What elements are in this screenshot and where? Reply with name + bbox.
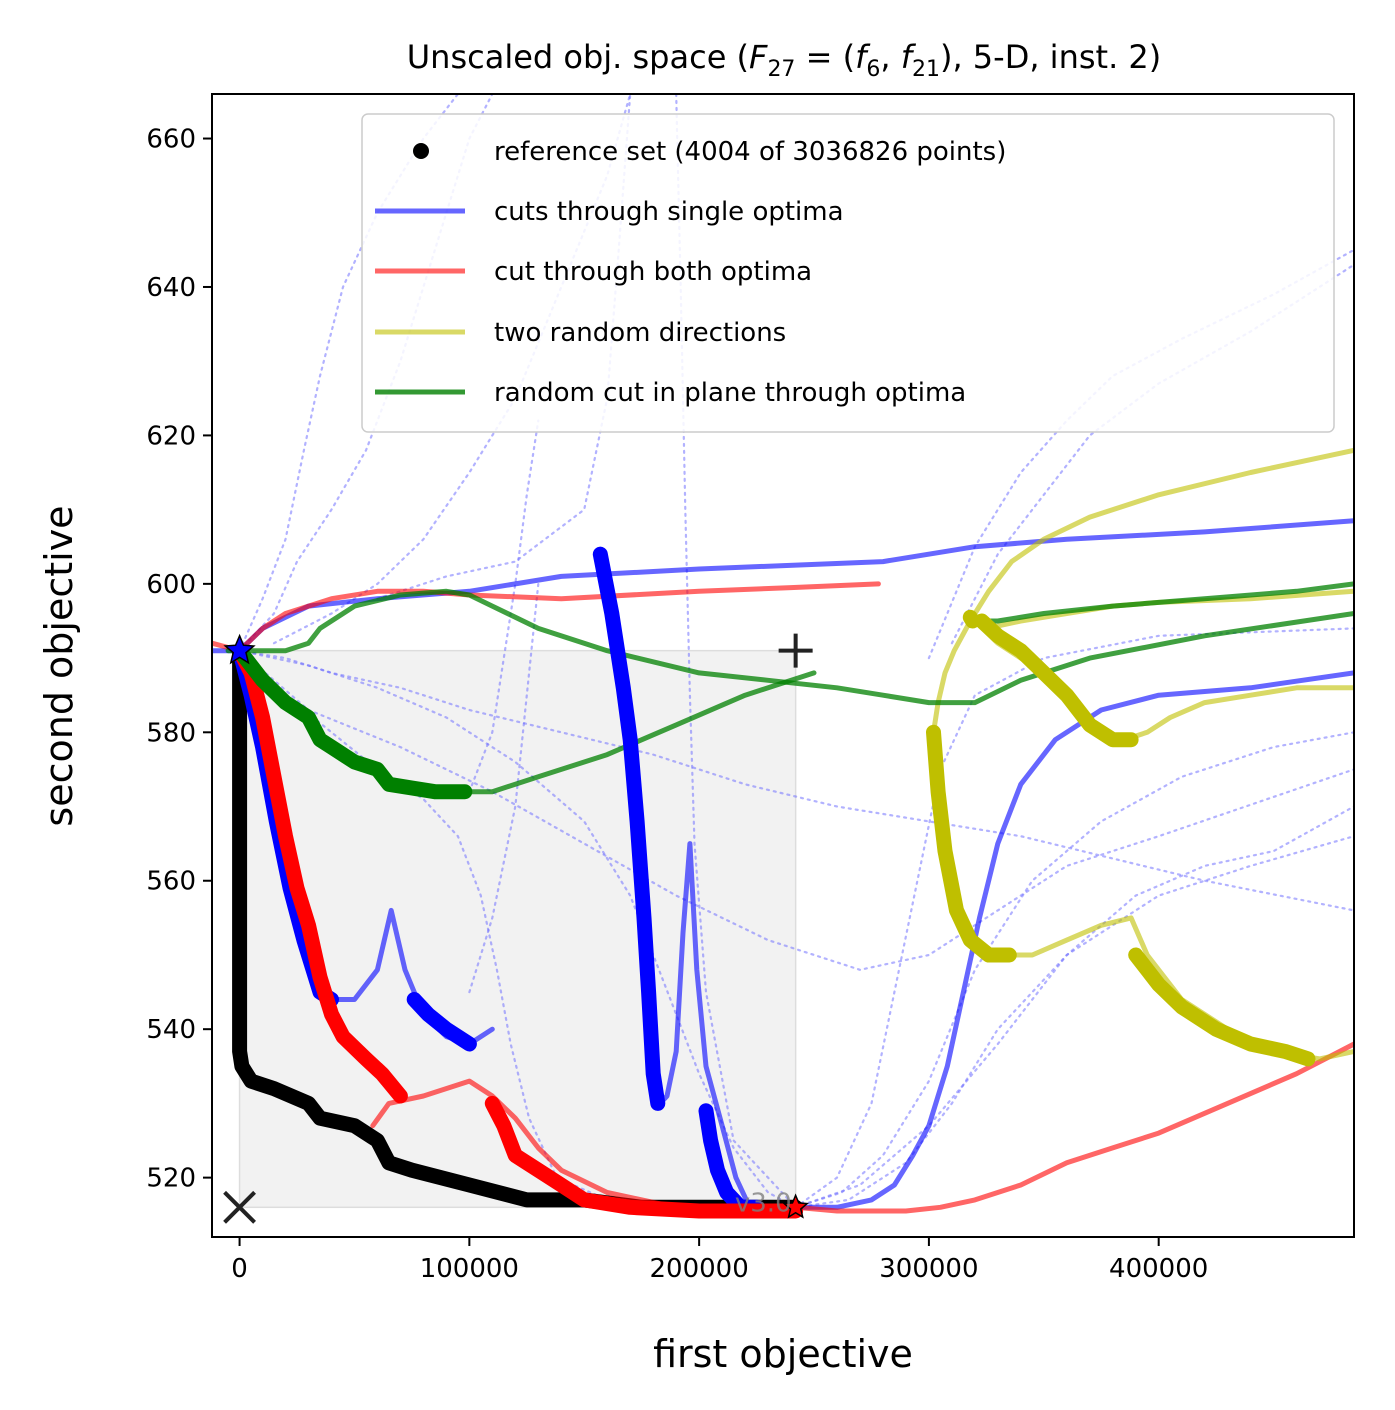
series-random-bold-22 [974, 613, 1139, 748]
y-axis-label: second objective [37, 505, 81, 826]
optimum-2-star [782, 1193, 809, 1219]
y-axis: 520 540 560 580 600 620 640 660 [146, 125, 212, 1194]
series-both-bold-20 [484, 1095, 804, 1219]
optimum-1-star [223, 633, 256, 665]
y-tick-label-1: 540 [146, 1015, 196, 1045]
dotted-cut-8 [794, 627, 1354, 1209]
series-single-bold-16 [406, 992, 477, 1052]
axes-frame [211, 93, 1355, 1238]
x-tick-label-2: 200000 [649, 1254, 748, 1284]
series-random-bold-21 [926, 724, 1017, 963]
dotted-cut-15 [468, 419, 540, 793]
x-axis: 0 100000 200000 300000 400000 [231, 1237, 1208, 1284]
legend-label-reference: reference set (4004 of 3036826 points) [494, 137, 1006, 167]
dotted-cut-13 [794, 805, 1354, 1209]
legend-marker-reference [413, 143, 429, 159]
x-axis-label: first objective [653, 1332, 913, 1376]
legend-label-single: cuts through single optima [494, 197, 844, 227]
series-single-bold-17 [592, 546, 666, 1111]
series-plane-14 [967, 581, 1354, 624]
x-tick-label-4: 400000 [1109, 1254, 1208, 1284]
dotted-cut-9 [794, 731, 1354, 1209]
nadir-point-marker [778, 633, 813, 668]
y-tick-label-0: 520 [146, 1164, 196, 1194]
x-tick-label-3: 300000 [879, 1254, 978, 1284]
series-plane-bold-25 [232, 643, 473, 800]
series-single-4 [793, 670, 1354, 1210]
dotted-cut-2 [238, 649, 1354, 912]
legend: reference set (4004 of 3036826 points) c… [361, 113, 1335, 433]
legend-label-random: two random directions [494, 318, 786, 348]
legend-label-plane: random cut in plane through optima [494, 378, 966, 408]
x-tick-label-0: 0 [231, 1254, 248, 1284]
legend-box [361, 113, 1335, 433]
series-random-bold-23 [1128, 947, 1316, 1067]
y-tick-label-5: 620 [146, 421, 196, 451]
dotted-cut-3 [238, 649, 797, 1209]
y-tick-label-3: 580 [146, 718, 196, 748]
y-tick-label-6: 640 [146, 273, 196, 303]
dotted-cut-14 [238, 649, 1354, 971]
x-tick-label-1: 100000 [420, 1254, 519, 1284]
version-watermark: v3.0 [735, 1188, 792, 1218]
series-plane-12 [225, 588, 1354, 706]
series-both-bold-19 [232, 643, 408, 1104]
series-both-5 [212, 581, 881, 654]
series-both-6 [370, 1078, 799, 1210]
y-tick-label-2: 560 [146, 867, 196, 897]
dotted-cut-16 [468, 582, 540, 994]
chart-title: Unscaled obj. space (F27 = (f6, f21), 5-… [407, 38, 1162, 82]
ideal-point-marker [223, 1190, 256, 1224]
series-random-bold-24 [962, 609, 981, 629]
dotted-cut-10 [794, 835, 1354, 1209]
series-random-8 [931, 447, 1354, 735]
dotted-cut-1 [238, 94, 494, 652]
y-tick-label-4: 600 [146, 570, 196, 600]
legend-label-both: cut through both optima [494, 257, 812, 287]
series-both-7 [793, 1041, 1354, 1214]
y-tick-label-7: 660 [146, 125, 196, 155]
